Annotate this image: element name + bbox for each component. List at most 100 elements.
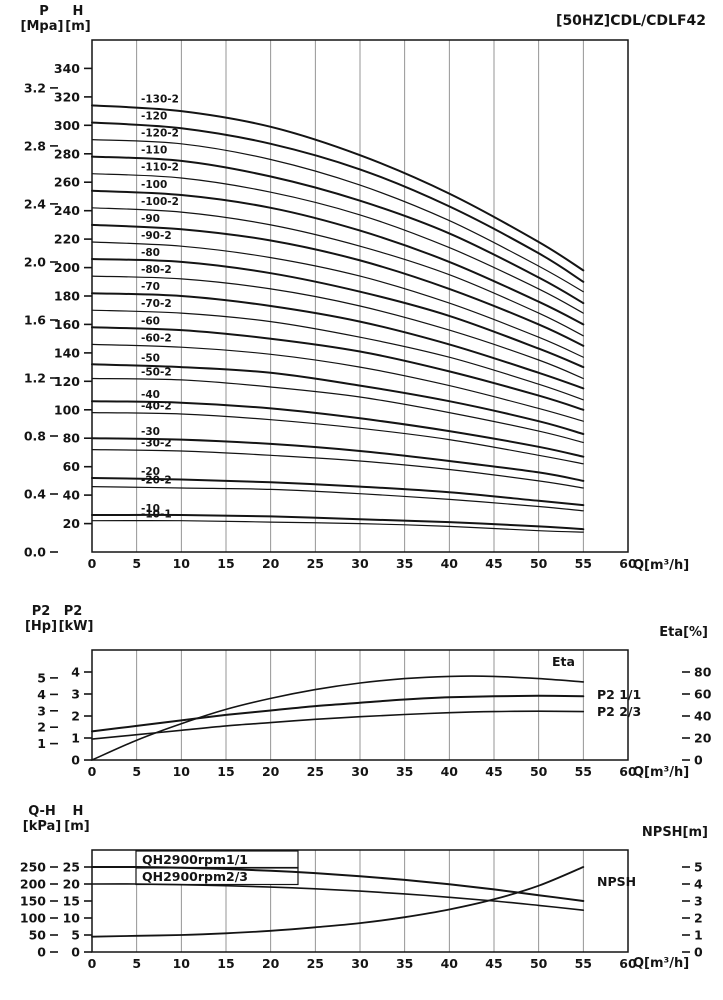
x-tick-label: 60 (619, 764, 637, 779)
qh-axis-name: Q-H (28, 804, 56, 819)
x-tick-label: 50 (530, 956, 548, 971)
y-tick-label: 1 (694, 928, 703, 943)
y-tick-label: 250 (20, 860, 46, 875)
curve--100 (91, 189, 585, 326)
kw-axis-name: P2 (63, 604, 83, 619)
curve-label: -110 (141, 145, 167, 157)
x-tick-label: 15 (217, 956, 234, 971)
curve--30-2 (91, 449, 584, 489)
curve-label: Eta (552, 654, 575, 669)
x-tick-label: 60 (619, 556, 637, 571)
curve-qh2900rpm1-1 (91, 865, 585, 902)
x-tick-label: 40 (441, 764, 459, 779)
y-tick-label: 1.2 (24, 371, 46, 386)
y-tick-label: 20 (63, 516, 81, 531)
y-tick-label: 200 (54, 260, 80, 275)
h-axis-unit: [m] (65, 19, 91, 34)
x-tick-label: 45 (485, 956, 502, 971)
x-tick-label: 35 (396, 956, 413, 971)
curve--70 (91, 292, 585, 390)
y-tick-label: 2.0 (24, 255, 46, 270)
eta-axis-unit: Eta[%] (659, 625, 708, 640)
curve--30 (91, 437, 585, 482)
curve--110 (91, 155, 585, 305)
x-tick-label: 35 (396, 556, 413, 571)
curve-label: -90-2 (141, 230, 172, 242)
curve--10-1 (91, 520, 584, 533)
y-tick-label: 5 (71, 928, 80, 943)
curve--40-2 (91, 412, 584, 465)
curve-label: -50 (141, 352, 160, 364)
y-tick-label: 40 (63, 488, 81, 503)
curve-label: QH2900rpm1/1 (142, 852, 248, 867)
curve-label: -80 (141, 247, 160, 259)
x-tick-label: 0 (88, 556, 97, 571)
curve-label: QH2900rpm2/3 (142, 869, 248, 884)
curve-label: -20-2 (141, 475, 172, 487)
y-tick-label: 80 (694, 665, 712, 680)
y-tick-label: 0 (694, 753, 703, 768)
x-tick-label: 20 (262, 556, 280, 571)
x-tick-label: 0 (88, 956, 97, 971)
y-tick-label: 4 (37, 687, 46, 702)
y-tick-label: 3 (71, 687, 80, 702)
curve--130-2 (91, 104, 585, 272)
curve-label: -60 (141, 315, 160, 327)
curve--60-2 (91, 343, 584, 422)
y-tick-label: 3.2 (24, 80, 46, 95)
y-tick-label: 1.6 (24, 313, 46, 328)
curve-label: P2 1/1 (597, 687, 641, 702)
y-tick-label: 2.4 (24, 196, 46, 211)
curve-label: -20 (141, 466, 160, 478)
curve--90 (91, 223, 585, 347)
y-tick-label: 220 (54, 232, 80, 247)
y-tick-label: 3 (37, 703, 46, 718)
p-axis-unit: [Mpa] (20, 19, 64, 34)
x-tick-label: 25 (307, 956, 324, 971)
curve-label: -30-2 (141, 438, 172, 450)
y-tick-label: 5 (37, 670, 46, 685)
y-tick-label: 80 (63, 431, 81, 446)
y-tick-label: 0 (694, 945, 703, 960)
x-tick-label: 0 (88, 764, 97, 779)
curve-label: -100 (141, 179, 167, 191)
x-tick-label: 50 (530, 764, 548, 779)
curve-npsh (91, 866, 585, 938)
curve-qh2900rpm2-3 (91, 883, 585, 911)
x-tick-label: 25 (307, 556, 324, 571)
curve-label: -10-1 (141, 509, 172, 521)
m3-axis-unit: [m] (64, 819, 90, 834)
curve-label: -90 (141, 213, 160, 225)
x-tick-label: 15 (217, 556, 234, 571)
kw-axis-unit: [kW] (58, 619, 94, 634)
x-tick-label: 40 (441, 956, 459, 971)
curve--80 (91, 258, 585, 369)
y-tick-label: 1 (71, 731, 80, 746)
y-tick-label: 160 (54, 317, 80, 332)
x-tick-label: 15 (217, 764, 234, 779)
curve--60 (91, 326, 585, 411)
y-tick-label: 40 (694, 709, 712, 724)
h3-axis-name: H (72, 804, 84, 819)
curve-label: -70 (141, 281, 160, 293)
curve--90-2 (91, 241, 584, 358)
x-tick-label: 55 (575, 556, 592, 571)
curve--110-2 (91, 173, 584, 314)
y-tick-label: 20 (63, 877, 81, 892)
curve-label: -120 (141, 111, 167, 123)
curve--20 (91, 477, 585, 507)
y-tick-label: 180 (54, 289, 80, 304)
y-tick-label: 2 (694, 911, 703, 926)
hp-axis-name: P2 (31, 604, 51, 619)
chart-title: [50HZ]CDL/CDLF42 (556, 13, 706, 29)
curve-label: NPSH (597, 874, 636, 889)
curve--120 (91, 121, 585, 283)
y-tick-label: 200 (20, 877, 46, 892)
npsh-axis-unit: NPSH[m] (641, 825, 708, 840)
x-tick-label: 35 (396, 764, 413, 779)
y-tick-label: 0 (37, 945, 46, 960)
y-tick-label: 340 (54, 61, 80, 76)
curve-label: -100-2 (141, 196, 179, 208)
y-tick-label: 15 (63, 894, 80, 909)
